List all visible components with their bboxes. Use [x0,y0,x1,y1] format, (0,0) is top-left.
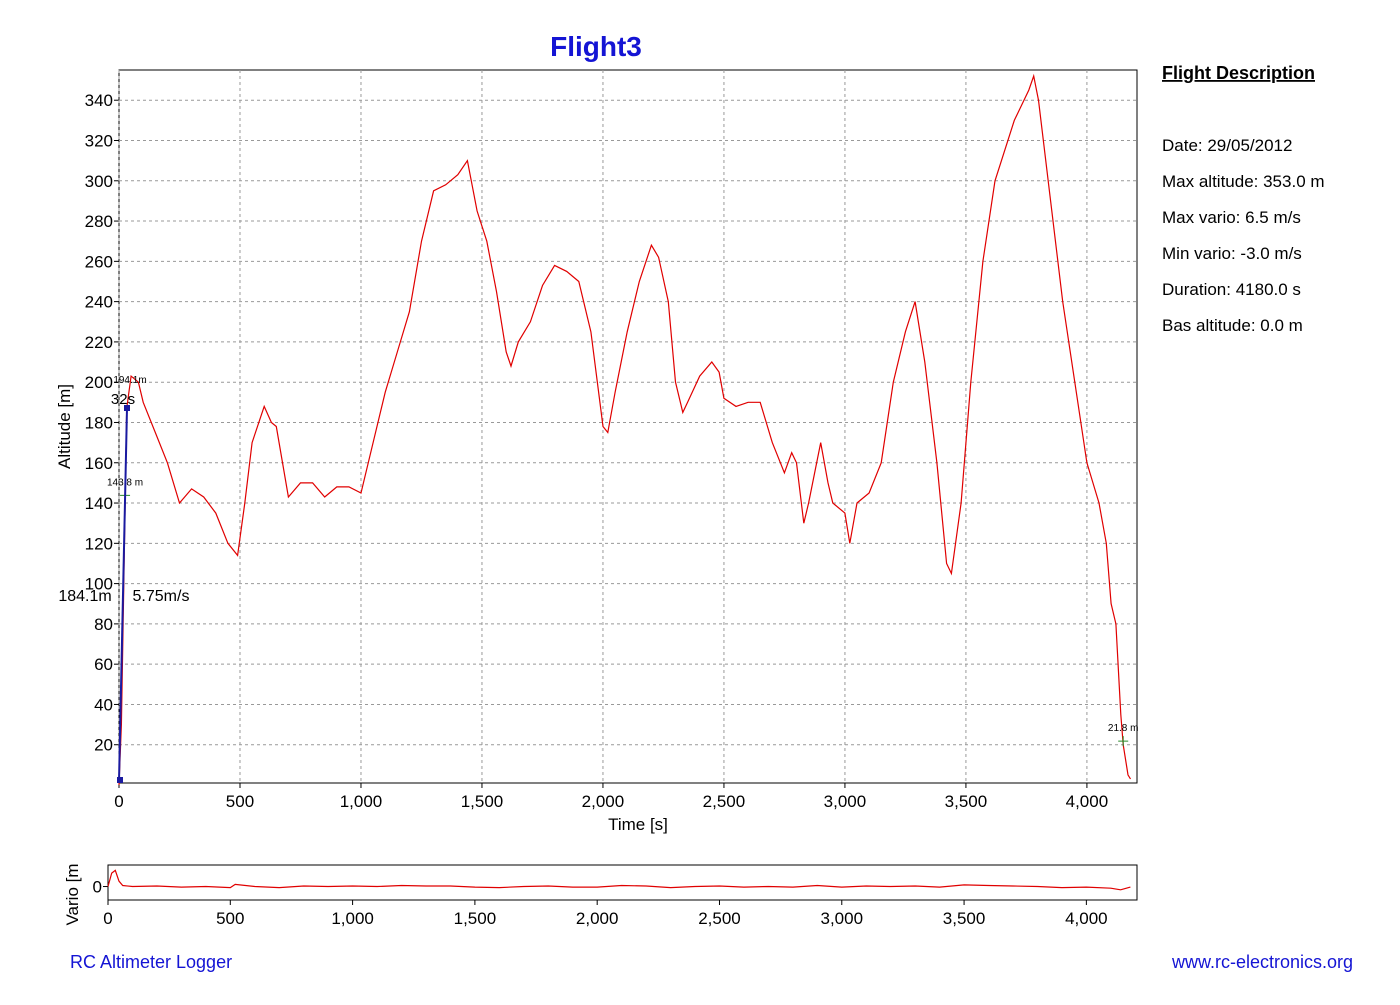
description-item: Max vario: 6.5 m/s [1162,208,1301,227]
y-tick-label: 140 [85,494,113,513]
marker-cross [1118,736,1129,747]
y-tick-label: 60 [94,655,113,674]
chart-title: Flight3 [550,31,642,62]
x-tick-label: 500 [226,792,254,811]
y-tick-label: 0 [93,878,102,897]
description-item: Bas altitude: 0.0 m [1162,316,1303,335]
cursor-label: 32s [111,391,135,408]
y-tick-label: 320 [85,131,113,150]
x-tick-label: 1,500 [454,909,497,928]
data-line [118,73,1132,786]
y-tick-label: 260 [85,252,113,271]
cursor-label: 194.1m [113,375,146,386]
footer-left: RC Altimeter Logger [70,952,232,972]
x-tick-label: 1,500 [461,792,504,811]
footer-right: www.rc-electronics.org [1171,952,1353,972]
y-tick-label: 300 [85,172,113,191]
x-tick-label: 3,000 [821,909,864,928]
description-item: Min vario: -3.0 m/s [1162,244,1302,263]
x-tick-label: 4,000 [1066,792,1109,811]
y-tick-label: 20 [94,736,113,755]
x-tick-label: 1,000 [331,909,374,928]
x-tick-label: 500 [216,909,244,928]
x-tick-label: 2,000 [576,909,619,928]
x-tick-label: 3,500 [943,909,986,928]
y-tick-label: 340 [85,91,113,110]
x-tick-label: 3,500 [945,792,988,811]
cursor-label: 5.75m/s [133,588,190,605]
y-tick-label: 240 [85,293,113,312]
x-tick-label: 0 [114,792,123,811]
y-axis-label: Vario [m [63,863,82,925]
description-item: Duration: 4180.0 s [1162,280,1301,299]
description-title: Flight Description [1162,63,1315,83]
description-item: Max altitude: 353.0 m [1162,172,1325,191]
x-tick-label: 0 [103,909,112,928]
cursor-line [118,407,128,782]
cursor-handle [124,405,130,411]
y-axis-label: Altitude [m] [55,384,74,469]
y-tick-label: 280 [85,212,113,231]
y-tick-label: 100 [85,575,113,594]
y-tick-label: 80 [94,615,113,634]
y-tick-label: 40 [94,695,113,714]
x-axis-label: Time [s] [608,815,668,834]
marker-label: 21.8 m [1108,723,1139,734]
y-tick-label: 160 [85,454,113,473]
y-tick-label: 200 [85,373,113,392]
data-line [107,869,1131,891]
x-tick-label: 4,000 [1065,909,1108,928]
plot-frame [107,864,1138,901]
x-tick-label: 2,000 [582,792,625,811]
y-tick-label: 180 [85,413,113,432]
description-item: Date: 29/05/2012 [1162,136,1292,155]
cursor-label: 184.1m [58,588,111,605]
y-tick-label: 220 [85,333,113,352]
cursor-handle [117,777,123,783]
x-tick-label: 2,500 [703,792,746,811]
y-tick-label: 120 [85,534,113,553]
x-tick-label: 3,000 [824,792,867,811]
plot-frame [118,69,1138,784]
x-tick-label: 2,500 [698,909,741,928]
x-tick-label: 1,000 [340,792,383,811]
